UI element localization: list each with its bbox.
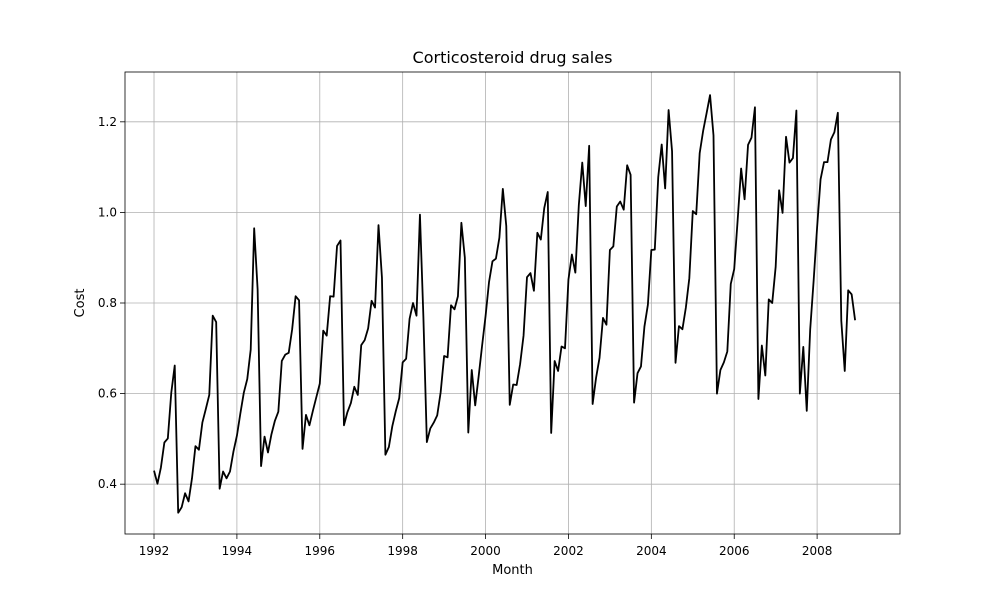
y-axis-title: Cost xyxy=(73,289,88,318)
y-tick-label: 0.6 xyxy=(98,387,117,401)
series-layer xyxy=(153,94,856,514)
x-tick-label: 1994 xyxy=(222,544,253,558)
y-axis-ticks: 0.4 0.6 0.8 1.0 1.2 xyxy=(98,115,125,491)
grid xyxy=(125,72,900,534)
x-tick-label: 1992 xyxy=(139,544,170,558)
y-tick-label: 0.8 xyxy=(98,296,117,310)
series-line xyxy=(153,94,856,514)
y-tick-label: 1.2 xyxy=(98,115,117,129)
x-tick-label: 2008 xyxy=(802,544,833,558)
x-tick-label: 1998 xyxy=(387,544,418,558)
y-tick-label: 0.4 xyxy=(98,477,117,491)
chart-title: Corticosteroid drug sales xyxy=(413,48,613,67)
x-tick-label: 2002 xyxy=(553,544,584,558)
x-tick-label: 1996 xyxy=(305,544,336,558)
x-tick-label: 2000 xyxy=(470,544,501,558)
x-axis-ticks: 1992 1994 1996 1998 2000 2002 2004 2006 2008 xyxy=(139,534,833,558)
x-tick-label: 2004 xyxy=(636,544,667,558)
x-tick-label: 2006 xyxy=(719,544,750,558)
y-tick-label: 1.0 xyxy=(98,205,117,219)
x-axis-title: Month xyxy=(492,563,533,578)
